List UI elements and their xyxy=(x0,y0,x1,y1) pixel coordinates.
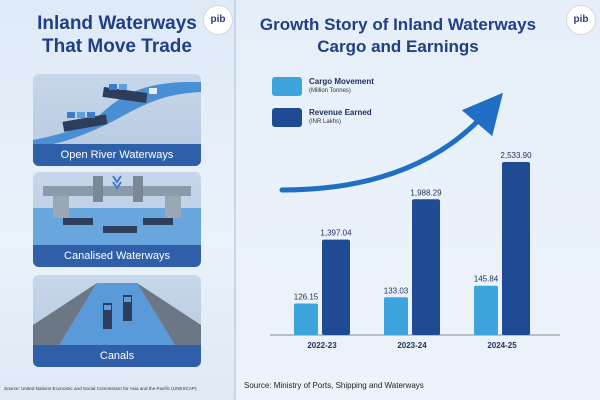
card-canalised: Canalised Waterways xyxy=(33,172,201,267)
legend-unit-cargo: (Million Tonnes) xyxy=(309,88,351,94)
x-tick-label-2023-24: 2023-24 xyxy=(397,341,427,350)
data-label-revenue-2023-24: 1,988.29 xyxy=(410,188,442,197)
panel-divider xyxy=(234,0,236,400)
trend-arrow xyxy=(279,92,503,193)
legend-label-cargo: Cargo Movement xyxy=(309,77,374,86)
chart-title: Growth Story of Inland Waterways Cargo a… xyxy=(236,14,560,58)
pib-logo-text: pib xyxy=(573,14,589,25)
pib-logo-left: pib xyxy=(203,5,233,35)
x-tick-label-2024-25: 2024-25 xyxy=(487,341,517,350)
data-label-cargo-2022-23: 126.15 xyxy=(294,292,319,301)
bar-cargo-2024-25 xyxy=(474,285,498,335)
legend-swatch-cargo xyxy=(272,77,302,96)
card-label-canals: Canals xyxy=(33,345,201,367)
chart-source-note: Source: Ministry of Ports, Shipping and … xyxy=(244,381,424,390)
card-open-river: Open River Waterways xyxy=(33,74,201,166)
data-label-cargo-2023-24: 133.03 xyxy=(384,286,409,295)
chart-title-line-2: Cargo and Earnings xyxy=(317,37,479,56)
pib-logo-right: pib xyxy=(566,5,596,35)
left-title-line-1: Inland Waterways xyxy=(37,13,197,34)
bar-revenue-2022-23 xyxy=(322,239,350,335)
card-label-open-river: Open River Waterways xyxy=(33,144,201,166)
chart-title-line-1: Growth Story of Inland Waterways xyxy=(259,15,537,34)
legend-unit-revenue: (INR Lakhs) xyxy=(309,119,342,125)
bar-revenue-2024-25 xyxy=(502,162,530,335)
bar-cargo-2022-23 xyxy=(294,303,318,335)
x-tick-label-2022-23: 2022-23 xyxy=(307,341,337,350)
river-illustration xyxy=(33,82,201,148)
canal-illustration xyxy=(33,283,201,345)
legend-swatch-revenue xyxy=(272,108,302,127)
bar-cargo-2023-24 xyxy=(384,297,408,335)
data-label-cargo-2024-25: 145.84 xyxy=(474,275,499,284)
legend-label-revenue: Revenue Earned xyxy=(309,108,372,117)
card-canals: Canals xyxy=(33,275,201,367)
pib-logo-text: pib xyxy=(210,14,226,25)
bar-revenue-2023-24 xyxy=(412,199,440,335)
data-label-revenue-2022-23: 1,397.04 xyxy=(320,229,352,238)
left-title-line-2: That Move Trade xyxy=(42,36,192,57)
data-label-revenue-2024-25: 2,533.90 xyxy=(500,151,532,160)
lock-illustration xyxy=(33,175,201,245)
left-source-note: Source: United Nations Economic and Soci… xyxy=(4,386,197,391)
card-label-canalised: Canalised Waterways xyxy=(33,245,201,267)
left-panel-title: Inland Waterways That Move Trade xyxy=(0,12,234,58)
